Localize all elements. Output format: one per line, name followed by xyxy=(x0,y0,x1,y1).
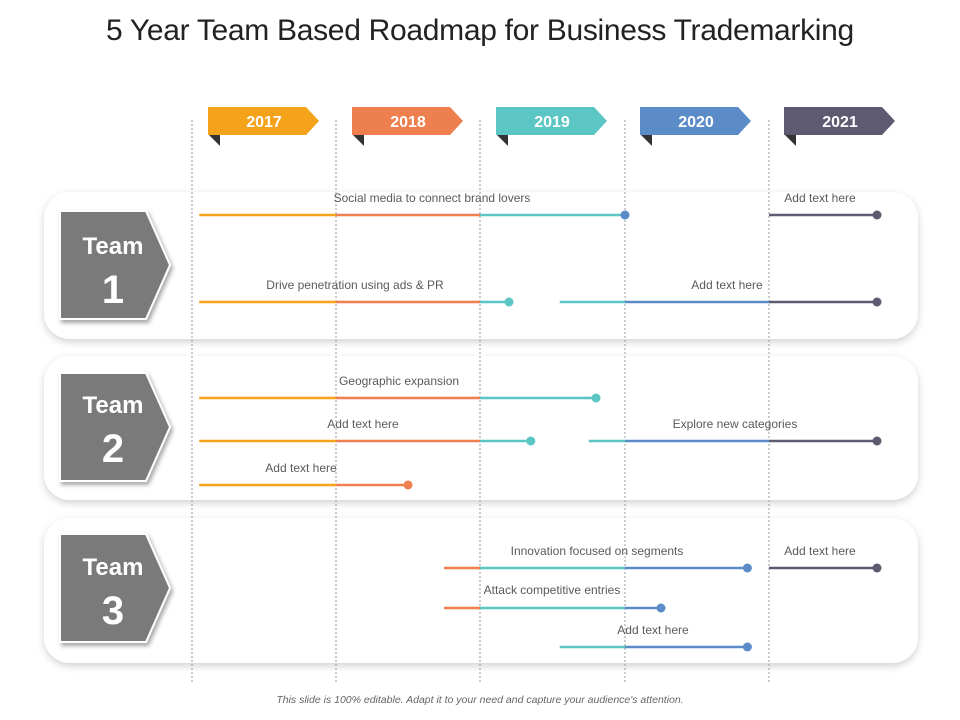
team-2-box: Team 2 xyxy=(59,372,172,482)
bar-end-dot xyxy=(656,603,666,613)
team-3-word: Team xyxy=(83,554,144,581)
year-tag-2019-arrow xyxy=(496,107,607,135)
year-tag-2019-label: 2019 xyxy=(534,114,570,131)
task-bar-team3-4: Add text here xyxy=(559,623,752,652)
timeline-bars: Social media to connect brand lovers Add … xyxy=(199,191,882,652)
year-tag-2017-label: 2017 xyxy=(246,114,282,131)
task-label: Add text here xyxy=(327,417,399,431)
task-label: Explore new categories xyxy=(673,417,798,431)
team-3-box: Team 3 xyxy=(59,533,172,643)
bar-end-dot xyxy=(504,297,514,307)
task-bar-team1-3: Drive penetration using ads & PR xyxy=(199,278,514,307)
task-label: Add text here xyxy=(265,461,337,475)
bar-end-dot xyxy=(872,297,882,307)
task-bar-team1-2: Add text here xyxy=(769,191,882,220)
team-boxes: Team 1 Team 2 Team 3 xyxy=(59,210,172,643)
year-tag-2018: 2018 xyxy=(352,107,463,146)
task-bar-team3-3: Attack competitive entries xyxy=(444,583,666,613)
team-1-box: Team 1 xyxy=(59,210,172,320)
bar-end-dot xyxy=(620,210,630,220)
task-bar-team2-3: Explore new categories xyxy=(588,417,882,446)
task-bar-team2-2: Add text here xyxy=(199,417,536,446)
team-2-panel xyxy=(44,356,918,500)
footer-note: This slide is 100% editable. Adapt it to… xyxy=(276,694,684,706)
task-label: Add text here xyxy=(617,623,689,637)
team-1-word: Team xyxy=(83,233,144,260)
task-label: Innovation focused on segments xyxy=(511,544,684,558)
team-3-number: 3 xyxy=(102,589,124,633)
bar-end-dot xyxy=(403,480,413,490)
team-2-number: 2 xyxy=(102,427,124,471)
task-label: Drive penetration using ads & PR xyxy=(266,278,444,292)
year-tag-2020: 2020 xyxy=(640,107,751,146)
task-label: Add text here xyxy=(784,191,856,205)
task-label: Attack competitive entries xyxy=(484,583,621,597)
task-bar-team1-1: Social media to connect brand lovers xyxy=(199,191,630,220)
bar-end-dot xyxy=(742,563,752,573)
task-label: Add text here xyxy=(784,544,856,558)
bar-end-dot xyxy=(872,210,882,220)
team-2-word: Team xyxy=(83,392,144,419)
year-tag-2017: 2017 xyxy=(208,107,319,146)
year-tag-2020-label: 2020 xyxy=(678,114,714,131)
bar-end-dot xyxy=(872,436,882,446)
task-label: Geographic expansion xyxy=(339,374,459,388)
year-tag-2018-label: 2018 xyxy=(390,114,426,131)
task-bar-team3-2: Add text here xyxy=(769,544,882,573)
year-tag-2018-arrow xyxy=(352,107,463,135)
task-bar-team3-1: Innovation focused on segments xyxy=(444,544,752,573)
team-3-panel xyxy=(44,518,918,663)
year-tag-2021: 2021 xyxy=(784,107,895,146)
page-title: 5 Year Team Based Roadmap for Business T… xyxy=(106,14,854,47)
bar-end-dot xyxy=(526,436,536,446)
year-tag-2017-arrow xyxy=(208,107,319,135)
task-label: Add text here xyxy=(691,278,763,292)
task-label: Social media to connect brand lovers xyxy=(334,191,531,205)
year-tag-2021-label: 2021 xyxy=(822,114,858,131)
team-1-number: 1 xyxy=(102,268,124,312)
bar-end-dot xyxy=(591,393,601,403)
year-tag-2020-arrow xyxy=(640,107,751,135)
task-bar-team1-4: Add text here xyxy=(559,278,882,307)
task-bar-team2-4: Add text here xyxy=(199,461,413,490)
bar-end-dot xyxy=(872,563,882,573)
task-bar-team2-1: Geographic expansion xyxy=(199,374,601,403)
year-tag-2021-arrow xyxy=(784,107,895,135)
bar-end-dot xyxy=(742,642,752,652)
year-tag-2019: 2019 xyxy=(496,107,607,146)
year-tags: 2017 2018 2019 2020 2021 xyxy=(208,107,895,146)
